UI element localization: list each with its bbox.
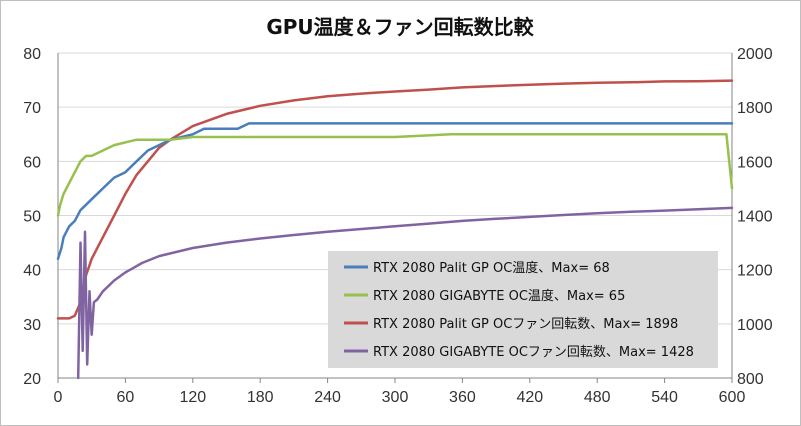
x-tick-label: 600: [719, 389, 746, 406]
x-tick-label: 120: [179, 389, 206, 406]
x-tick-label: 540: [651, 389, 678, 406]
chart-title: GPU温度＆ファン回転数比較: [266, 15, 534, 39]
y2-tick-label: 1200: [737, 263, 773, 280]
y-tick-label: 20: [23, 371, 41, 388]
x-tick-label: 180: [247, 389, 274, 406]
y-tick-label: 70: [23, 100, 41, 117]
x-tick-label: 60: [117, 389, 135, 406]
legend-label: RTX 2080 Palit GP OCファン回転数、Max= 1898: [373, 317, 678, 332]
series-layer: [56, 79, 734, 380]
gigabyte-fan-line: [76, 206, 734, 380]
x-tick-label: 0: [54, 389, 63, 406]
y-tick-label: 50: [23, 209, 41, 226]
y-tick-label: 80: [23, 46, 41, 63]
x-tick-label: 300: [382, 389, 409, 406]
y2-tick-label: 1400: [737, 209, 773, 226]
y-tick-label: 40: [23, 263, 41, 280]
gigabyte-temp-line: [56, 133, 734, 217]
axis-layer: 2030405060708080010001200140016001800200…: [23, 46, 772, 406]
legend-label: RTX 2080 Palit GP OC温度、Max= 68: [373, 260, 610, 276]
palit-temp-line: [56, 122, 734, 261]
x-tick-label: 480: [584, 389, 611, 406]
y2-tick-label: 1600: [737, 154, 773, 171]
palit-fan-line: [56, 79, 734, 320]
y2-tick-label: 1000: [737, 317, 773, 334]
x-tick-label: 360: [449, 389, 476, 406]
legend-label: RTX 2080 GIGABYTE OCファン回転数、Max= 1428: [373, 345, 694, 360]
y-tick-label: 60: [23, 154, 41, 171]
y2-tick-label: 2000: [737, 46, 773, 63]
x-tick-label: 420: [516, 389, 543, 406]
y2-tick-label: 1800: [737, 100, 773, 117]
legend-box: [328, 251, 718, 368]
y2-tick-label: 800: [737, 371, 764, 388]
legend: RTX 2080 Palit GP OC温度、Max= 68 RTX 2080 G…: [328, 251, 718, 368]
legend-label: RTX 2080 GIGABYTE OC温度、Max= 65: [373, 288, 625, 304]
x-tick-label: 240: [314, 389, 341, 406]
y-tick-label: 30: [23, 317, 41, 334]
